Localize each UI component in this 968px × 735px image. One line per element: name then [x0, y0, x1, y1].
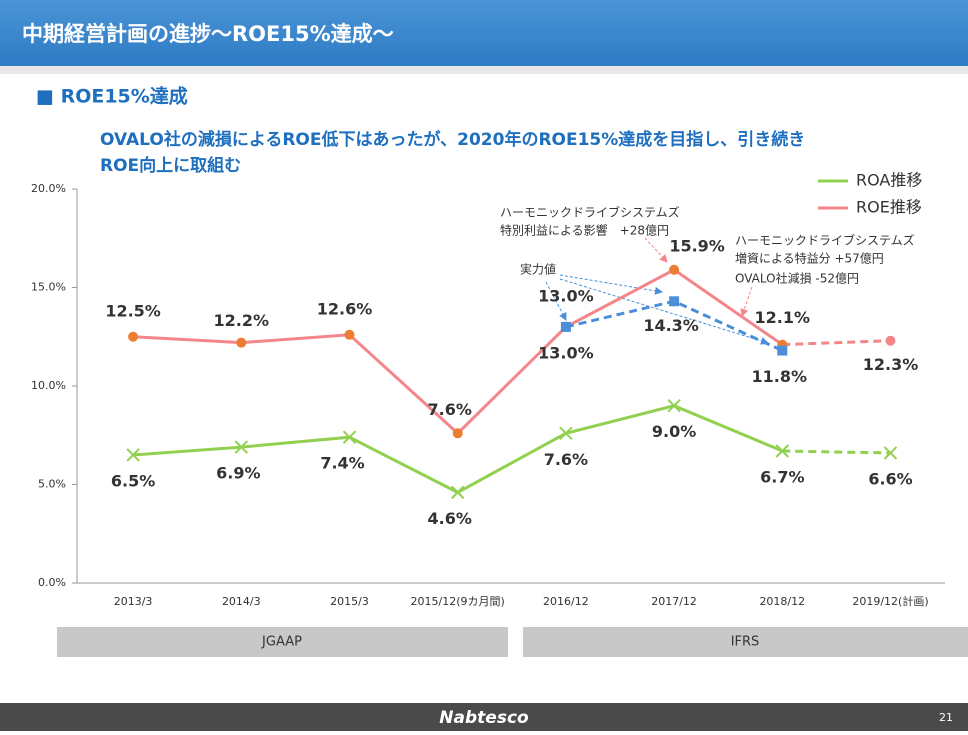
- group-band: [57, 627, 508, 657]
- value-label: 12.6%: [317, 299, 373, 318]
- x-tick-label: 2015/12(9カ月間): [411, 595, 505, 608]
- marker: [669, 296, 680, 307]
- value-label: 11.8%: [752, 367, 808, 386]
- marker: [452, 428, 463, 439]
- group-band: [523, 627, 968, 657]
- group-label: IFRS: [731, 635, 760, 650]
- marker: [236, 337, 247, 348]
- legend-label: ROA推移: [856, 171, 922, 190]
- series-line: [782, 449, 891, 455]
- marker: [883, 446, 898, 460]
- legend-label: ROE推移: [856, 198, 922, 217]
- x-tick-label: 2015/3: [330, 595, 369, 608]
- group-label: JGAAP: [261, 635, 302, 650]
- marker: [126, 448, 140, 462]
- marker: [344, 329, 355, 340]
- footer-brand: Nabtesco: [439, 708, 529, 728]
- value-label: 6.5%: [111, 471, 155, 490]
- annotation: 増資による特益分 +57億円: [735, 251, 884, 266]
- value-label: 6.7%: [760, 468, 804, 487]
- x-tick-label: 2013/3: [114, 595, 153, 608]
- marker: [667, 398, 681, 413]
- footer-bar: [0, 703, 968, 731]
- value-label: 6.6%: [868, 469, 912, 488]
- y-tick-label: 20.0%: [31, 182, 66, 195]
- header-bar: [0, 0, 968, 66]
- slide-title: 中期経営計画の進捗～ROE15%達成～: [22, 22, 394, 46]
- value-label: 7.6%: [428, 400, 472, 419]
- value-label: 15.9%: [669, 236, 725, 255]
- value-label: 12.3%: [863, 355, 919, 374]
- marker: [777, 345, 788, 356]
- value-label: 6.9%: [216, 464, 260, 483]
- annotation: 特別利益による影響 +28億円: [500, 223, 669, 238]
- marker: [669, 264, 680, 275]
- y-tick-label: 5.0%: [38, 478, 66, 491]
- value-label: 7.6%: [544, 450, 588, 469]
- page-number: 21: [939, 711, 953, 724]
- section-title: ■ ROE15%達成: [36, 85, 188, 108]
- value-label: 12.1%: [755, 308, 811, 327]
- annotation: OVALO社減損 -52億円: [735, 271, 859, 286]
- text-line: OVALO社の減損によるROE低下はあったが、2020年のROE15%達成を目指…: [100, 129, 805, 150]
- annotation: ハーモニックドライブシステムズ: [500, 205, 680, 220]
- annotation: ハーモニックドライブシステムズ: [735, 233, 915, 248]
- value-label: 13.0%: [538, 343, 594, 362]
- x-tick-label: 2019/12(計画): [852, 594, 928, 608]
- x-tick-label: 2014/3: [222, 595, 261, 608]
- y-tick-label: 15.0%: [31, 281, 66, 294]
- y-tick-label: 10.0%: [31, 379, 66, 392]
- marker: [559, 426, 573, 440]
- marker: [775, 444, 790, 458]
- value-label: 12.5%: [105, 301, 161, 320]
- marker: [342, 430, 357, 444]
- annotation-arrows: [545, 237, 769, 345]
- value-label: 7.4%: [320, 454, 364, 473]
- marker: [560, 321, 571, 332]
- text-line: ROE向上に取組む: [100, 155, 241, 176]
- marker: [450, 485, 465, 500]
- x-tick-label: 2018/12: [759, 595, 805, 608]
- value-label: 4.6%: [428, 509, 472, 528]
- x-tick-label: 2017/12: [651, 595, 697, 608]
- value-label: 9.0%: [652, 422, 696, 441]
- series-line: [782, 339, 891, 347]
- y-tick-label: 0.0%: [38, 576, 66, 589]
- marker: [128, 331, 139, 342]
- value-label: 14.3%: [643, 316, 699, 335]
- value-label: 13.0%: [538, 286, 594, 305]
- marker: [234, 440, 249, 454]
- header-shadow: [0, 66, 968, 74]
- marker: [885, 335, 896, 346]
- value-label: 12.2%: [214, 311, 270, 330]
- x-tick-label: 2016/12: [543, 595, 589, 608]
- series-annotation: 実力値: [520, 262, 556, 277]
